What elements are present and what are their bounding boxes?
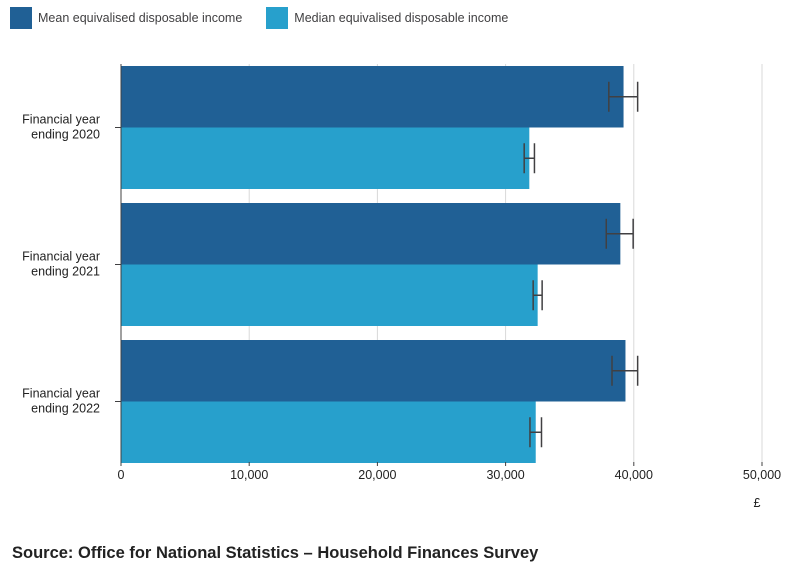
source-note: Source: Office for National Statistics –… xyxy=(12,544,539,562)
bar-median-2 xyxy=(121,401,536,463)
x-tick-label-50000: 50,000 xyxy=(743,468,781,482)
bar-mean-0 xyxy=(121,66,624,128)
x-tick-label-40000: 40,000 xyxy=(615,468,653,482)
bar-median-0 xyxy=(121,127,530,189)
x-tick-label-30000: 30,000 xyxy=(486,468,524,482)
chart-legend: Mean equivalised disposable income Media… xyxy=(10,7,532,29)
y-tick-label-2: Financial year ending 2022 xyxy=(22,387,100,416)
legend-item-median[interactable]: Median equivalised disposable income xyxy=(266,7,508,29)
legend-item-mean[interactable]: Mean equivalised disposable income xyxy=(10,7,242,29)
legend-label-mean: Mean equivalised disposable income xyxy=(38,11,243,25)
legend-swatch-mean xyxy=(10,7,32,29)
legend-swatch-median xyxy=(266,7,289,29)
bar-median-1 xyxy=(121,264,538,326)
y-tick-label-1: Financial year ending 2021 xyxy=(22,250,100,279)
x-tick-label-10000: 10,000 xyxy=(230,468,268,482)
x-tick-label-20000: 20,000 xyxy=(358,468,396,482)
bar-mean-1 xyxy=(121,203,621,265)
legend-label-median: Median equivalised disposable income xyxy=(294,11,509,25)
y-tick-label-0: Financial year ending 2020 xyxy=(22,113,100,142)
x-tick-label-0: 0 xyxy=(118,468,125,482)
bar-chart: Financial year ending 2020 Financial year e… xyxy=(22,64,781,510)
bar-mean-2 xyxy=(121,340,626,402)
x-axis-unit-label: £ xyxy=(754,496,761,510)
